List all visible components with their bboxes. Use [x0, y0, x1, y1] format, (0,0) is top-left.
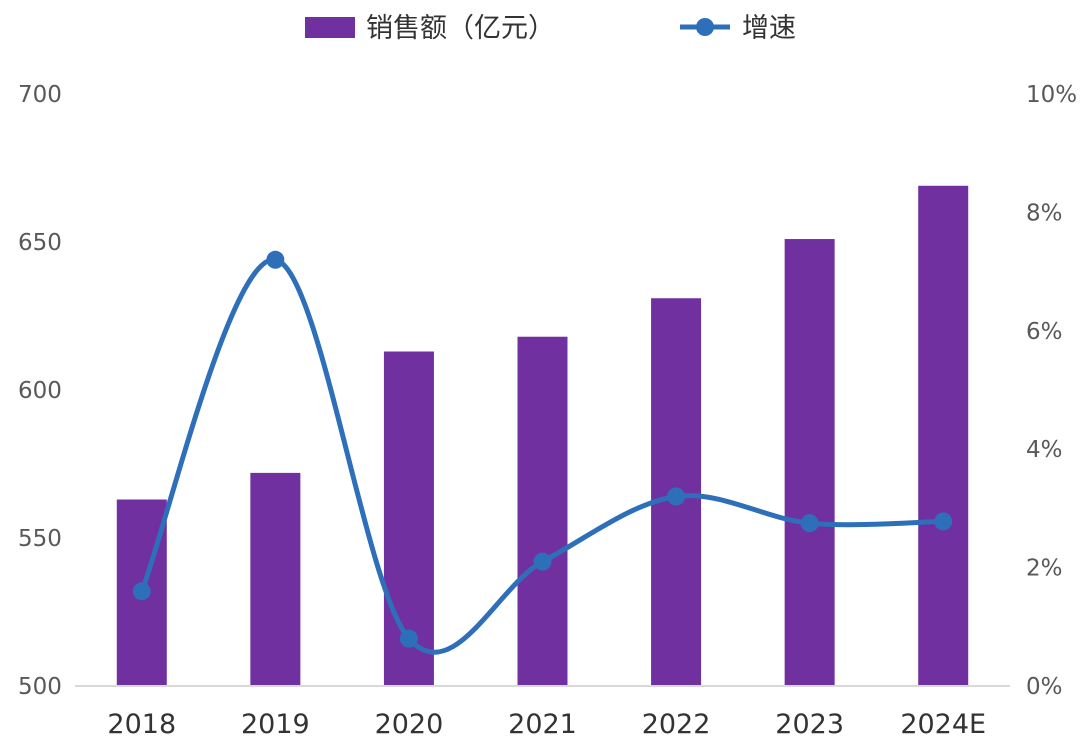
x-tick-label: 2022 — [642, 709, 711, 740]
growth-point — [132, 582, 151, 601]
right-tick-label: 4% — [1026, 437, 1063, 463]
x-tick-label: 2021 — [508, 709, 577, 740]
left-tick-label: 650 — [18, 230, 62, 256]
left-tick-label: 700 — [18, 82, 62, 108]
legend-bar-swatch — [305, 17, 355, 38]
left-axis-ticks: 500 550 600 650 700 — [18, 82, 62, 700]
sales-bar — [784, 239, 835, 687]
left-tick-label: 500 — [18, 674, 62, 700]
right-tick-label: 10% — [1026, 82, 1077, 108]
growth-point — [399, 629, 418, 648]
legend-line-marker — [696, 18, 714, 36]
growth-points — [132, 250, 953, 648]
growth-point — [934, 512, 953, 531]
growth-point — [533, 552, 552, 571]
left-tick-label: 550 — [18, 526, 62, 552]
x-tick-label: 2018 — [107, 709, 176, 740]
sales-bar — [250, 472, 301, 686]
x-tick-label: 2024E — [900, 709, 986, 740]
x-tick-label: 2020 — [375, 709, 444, 740]
x-axis-ticks: 2018 2019 2020 2021 2022 2023 2024E — [107, 709, 986, 740]
growth-line — [139, 257, 946, 655]
x-tick-label: 2023 — [775, 709, 844, 740]
right-tick-label: 0% — [1026, 674, 1063, 700]
sales-bar — [918, 185, 969, 686]
x-tick-label: 2019 — [241, 709, 310, 740]
growth-point — [800, 514, 819, 533]
left-tick-label: 600 — [18, 378, 62, 404]
bars — [116, 185, 969, 687]
legend-bar-label: 销售额（亿元） — [366, 13, 555, 44]
sales-bar — [517, 336, 568, 686]
growth-point — [266, 250, 285, 269]
right-tick-label: 2% — [1026, 556, 1063, 582]
right-tick-label: 6% — [1026, 319, 1063, 345]
legend: 销售额（亿元） 增速 — [305, 13, 796, 44]
right-axis-ticks: 0% 2% 4% 6% 8% 10% — [1026, 82, 1077, 700]
legend-line-label: 增速 — [742, 13, 796, 44]
growth-point — [667, 487, 686, 506]
right-tick-label: 8% — [1026, 200, 1063, 226]
